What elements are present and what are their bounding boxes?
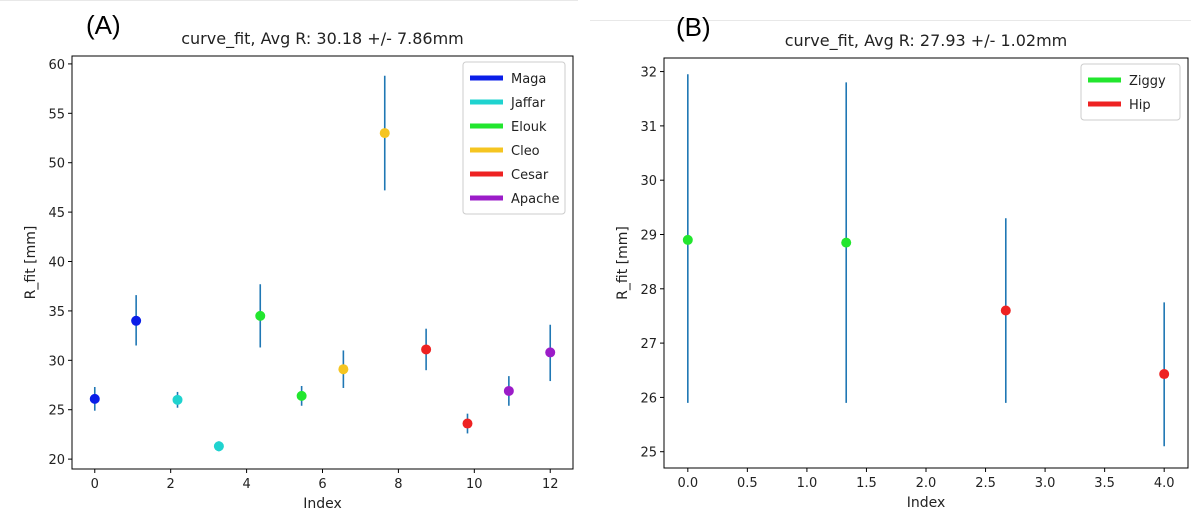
chart-title: curve_fit, Avg R: 27.93 +/- 1.02mm — [785, 31, 1068, 51]
data-point — [503, 385, 514, 396]
panel-b: (B) curve_fit, Avg R: 27.93 +/- 1.02mm 0.… — [590, 0, 1191, 523]
y-axis-label: R_fit [mm] — [615, 226, 631, 300]
legend-label: Hip — [1129, 98, 1151, 113]
y-tick-label: 35 — [48, 305, 65, 320]
x-tick-label: 2.5 — [975, 476, 996, 491]
x-tick-label: 0 — [91, 477, 99, 492]
y-tick-label: 20 — [48, 453, 65, 468]
y-tick-label: 25 — [48, 404, 65, 419]
y-axis-label: R_fit [mm] — [23, 226, 39, 300]
y-tick-label: 31 — [640, 120, 657, 135]
x-tick-label: 4.0 — [1154, 476, 1175, 491]
y-tick-label: 50 — [48, 157, 65, 172]
legend-label: Ziggy — [1129, 74, 1166, 89]
x-tick-label: 0.5 — [737, 476, 758, 491]
data-point — [296, 390, 307, 401]
data-point — [421, 344, 432, 355]
y-tick-label: 30 — [48, 354, 65, 369]
y-tick-label: 25 — [640, 446, 657, 461]
data-point — [172, 394, 183, 405]
legend-label: Maga — [511, 72, 546, 87]
legend-label: Cleo — [511, 144, 540, 159]
x-axis-label: Index — [907, 495, 946, 511]
data-point — [379, 128, 390, 139]
x-axis-label: Index — [303, 496, 342, 512]
y-tick-label: 60 — [48, 58, 65, 73]
data-point — [131, 315, 142, 326]
data-point — [545, 347, 556, 358]
x-tick-label: 6 — [318, 477, 326, 492]
x-tick-label: 10 — [466, 477, 483, 492]
data-point — [841, 237, 852, 248]
panel-a: (A) curve_fit, Avg R: 30.18 +/- 7.86mm 0 2… — [0, 0, 590, 523]
y-tick-label: 32 — [640, 66, 657, 81]
y-tick-label: 40 — [48, 256, 65, 271]
y-tick-label: 30 — [640, 174, 657, 189]
legend-label: Jaffar — [510, 96, 546, 111]
data-point — [213, 441, 224, 452]
x-tick-label: 0.0 — [677, 476, 698, 491]
legend-label: Cesar — [511, 168, 549, 183]
chart-title: curve_fit, Avg R: 30.18 +/- 7.86mm — [181, 29, 464, 49]
panel-divider-line — [590, 20, 1191, 21]
legend: Maga Jaffar Elouk Cleo Cesar Apache — [462, 61, 566, 215]
y-tick-label: 55 — [48, 107, 65, 122]
x-tick-label: 8 — [394, 477, 402, 492]
plot-area — [663, 57, 1189, 469]
y-tick-label: 45 — [48, 206, 65, 221]
panel-letter: (A) — [86, 10, 121, 40]
data-point — [682, 234, 693, 245]
y-tick-label: 29 — [640, 228, 657, 243]
panel-divider-line — [0, 0, 578, 1]
x-tick-label: 3.5 — [1094, 476, 1115, 491]
x-tick-label: 2 — [167, 477, 175, 492]
data-point — [462, 418, 473, 429]
chart-a: curve_fit, Avg R: 30.18 +/- 7.86mm 0 2 4 6 8 1… — [23, 29, 574, 512]
chart-b: curve_fit, Avg R: 27.93 +/- 1.02mm 0.0 0.5… — [615, 31, 1189, 511]
data-point — [338, 364, 349, 375]
y-tick-label: 27 — [640, 337, 657, 352]
panel-letter: (B) — [676, 12, 711, 42]
y-tick-label: 28 — [640, 283, 657, 298]
data-point — [89, 393, 100, 404]
x-tick-label: 3.0 — [1035, 476, 1056, 491]
x-tick-label: 2.0 — [916, 476, 937, 491]
legend-label: Apache — [511, 192, 560, 207]
x-tick-label: 1.5 — [856, 476, 877, 491]
x-tick-label: 1.0 — [797, 476, 818, 491]
x-tick-label: 4 — [242, 477, 250, 492]
data-point — [1000, 305, 1011, 316]
data-point — [1159, 369, 1170, 380]
legend: Ziggy Hip — [1080, 63, 1181, 121]
x-tick-label: 12 — [542, 477, 559, 492]
data-point — [255, 310, 266, 321]
y-tick-label: 26 — [640, 391, 657, 406]
legend-label: Elouk — [511, 120, 547, 135]
